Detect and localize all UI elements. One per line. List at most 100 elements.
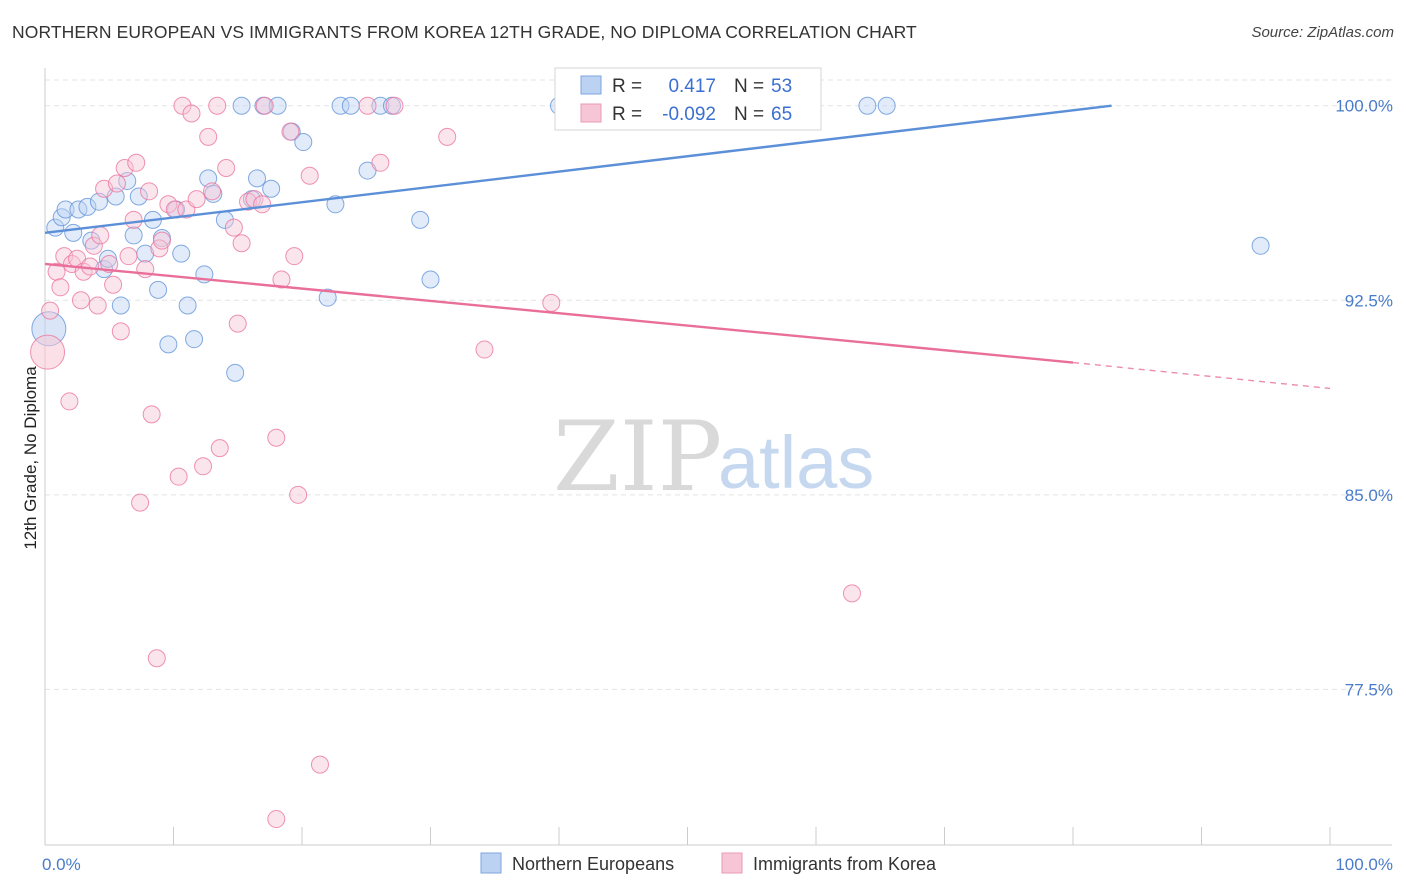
point-series-1-53[interactable]	[285, 247, 304, 266]
point-series-1-8[interactable]	[71, 291, 90, 310]
point-series-0-4[interactable]	[64, 223, 83, 242]
point-series-1-15[interactable]	[100, 254, 119, 273]
point-series-1-49[interactable]	[255, 96, 274, 115]
point-series-1-35[interactable]	[182, 104, 201, 123]
point-series-0-29[interactable]	[226, 363, 245, 382]
point-series-1-64[interactable]	[842, 584, 861, 603]
point-series-0-14[interactable]	[124, 226, 143, 245]
point-series-0-40[interactable]	[331, 96, 350, 115]
point-series-0-37[interactable]	[294, 133, 313, 152]
point-series-0-20[interactable]	[159, 335, 178, 354]
point-series-1-23[interactable]	[131, 493, 150, 512]
point-series-0-6[interactable]	[78, 197, 97, 216]
point-series-1-36[interactable]	[187, 190, 206, 209]
point-series-0-24[interactable]	[185, 330, 204, 349]
point-series-1-18[interactable]	[111, 322, 130, 341]
point-series-1-44[interactable]	[228, 314, 247, 333]
stats-r-label-2: R =	[612, 104, 642, 125]
point-series-1-26[interactable]	[142, 405, 161, 424]
stats-swatch-immigrants-korea	[580, 103, 602, 123]
data-points	[30, 96, 1270, 829]
point-series-1-17[interactable]	[107, 174, 126, 193]
point-series-1-54[interactable]	[289, 485, 308, 504]
point-series-1-16[interactable]	[104, 275, 123, 294]
point-series-0-35[interactable]	[268, 96, 287, 115]
point-series-1-55[interactable]	[300, 166, 319, 185]
point-series-0-32[interactable]	[248, 169, 267, 188]
point-series-1-42[interactable]	[217, 158, 236, 177]
watermark: ZIP atlas	[553, 401, 874, 513]
point-series-1-12[interactable]	[88, 296, 107, 315]
point-series-1-27[interactable]	[147, 649, 166, 668]
point-series-1-43[interactable]	[224, 218, 243, 237]
point-series-1-61[interactable]	[438, 127, 457, 146]
point-series-0-34[interactable]	[262, 179, 281, 198]
point-series-0-12[interactable]	[111, 296, 130, 315]
point-series-0-38[interactable]	[318, 288, 337, 307]
point-series-0-41[interactable]	[341, 96, 360, 115]
legend-label-northern-europeans[interactable]: Northern Europeans	[512, 854, 674, 874]
point-series-1-50[interactable]	[267, 428, 286, 447]
stats-r-label-1: R =	[612, 76, 642, 97]
source-credit: Source: ZipAtlas.com	[1251, 24, 1394, 41]
point-series-1-38[interactable]	[199, 127, 218, 146]
gridlines	[45, 79, 1392, 690]
y-tick-label-2: 85.0%	[1345, 486, 1393, 505]
chart-title: NORTHERN EUROPEAN VS IMMIGRANTS FROM KOR…	[12, 22, 917, 42]
point-series-1-48[interactable]	[253, 195, 272, 214]
point-series-1-33[interactable]	[173, 96, 192, 115]
point-series-1-29[interactable]	[152, 231, 171, 250]
point-series-1-22[interactable]	[127, 153, 146, 172]
point-series-1-32[interactable]	[169, 467, 188, 486]
point-series-0-23[interactable]	[178, 296, 197, 315]
point-series-1-19[interactable]	[115, 158, 134, 177]
point-series-1-45[interactable]	[232, 234, 251, 253]
stats-n-value-1: 53	[771, 76, 792, 97]
point-series-1-5[interactable]	[60, 392, 79, 411]
point-series-0-39[interactable]	[326, 195, 345, 214]
y-tick-label-0: 100.0%	[1335, 97, 1393, 116]
point-series-0-52[interactable]	[1251, 236, 1270, 255]
point-series-1-58[interactable]	[358, 96, 377, 115]
point-series-1-11[interactable]	[84, 236, 103, 255]
point-series-1-41[interactable]	[210, 439, 229, 458]
point-series-1-21[interactable]	[124, 210, 143, 229]
stats-swatch-northern-europeans	[580, 75, 602, 95]
point-series-1-51[interactable]	[272, 270, 291, 289]
point-series-1-52[interactable]	[281, 122, 300, 141]
point-series-1-0[interactable]	[30, 334, 66, 370]
point-series-0-30[interactable]	[232, 96, 251, 115]
point-series-0-3[interactable]	[56, 200, 75, 219]
point-series-0-50[interactable]	[858, 96, 877, 115]
series-1-points	[30, 96, 861, 829]
point-series-0-22[interactable]	[172, 244, 191, 263]
point-series-0-45[interactable]	[411, 210, 430, 229]
point-series-1-40[interactable]	[208, 96, 227, 115]
bottom-legend: Northern Europeans Immigrants from Korea	[480, 852, 937, 874]
point-series-1-62[interactable]	[475, 340, 494, 359]
point-series-0-51[interactable]	[877, 96, 896, 115]
point-series-1-37[interactable]	[194, 457, 213, 476]
point-series-1-20[interactable]	[119, 247, 138, 266]
point-series-0-7[interactable]	[82, 231, 101, 250]
point-series-1-60[interactable]	[385, 96, 404, 115]
point-series-1-13[interactable]	[91, 226, 110, 245]
y-tick-label-1: 92.5%	[1345, 291, 1393, 310]
trend-lines	[44, 104, 1331, 390]
point-series-1-56[interactable]	[310, 755, 329, 774]
point-series-1-57[interactable]	[267, 810, 286, 829]
point-series-1-1[interactable]	[41, 301, 60, 320]
point-series-1-39[interactable]	[203, 182, 222, 201]
point-series-1-3[interactable]	[51, 278, 70, 297]
stats-n-value-2: 65	[771, 104, 792, 125]
legend-swatch-northern-europeans[interactable]	[480, 852, 502, 874]
point-series-0-46[interactable]	[421, 270, 440, 289]
y-tick-label-3: 77.5%	[1345, 680, 1393, 699]
legend-swatch-immigrants-korea[interactable]	[721, 852, 743, 874]
point-series-1-63[interactable]	[542, 293, 561, 312]
point-series-1-59[interactable]	[371, 153, 390, 172]
point-series-0-15[interactable]	[129, 187, 148, 206]
point-series-1-25[interactable]	[140, 182, 159, 201]
point-series-0-18[interactable]	[149, 280, 168, 299]
legend-label-immigrants-korea[interactable]: Immigrants from Korea	[753, 854, 937, 874]
